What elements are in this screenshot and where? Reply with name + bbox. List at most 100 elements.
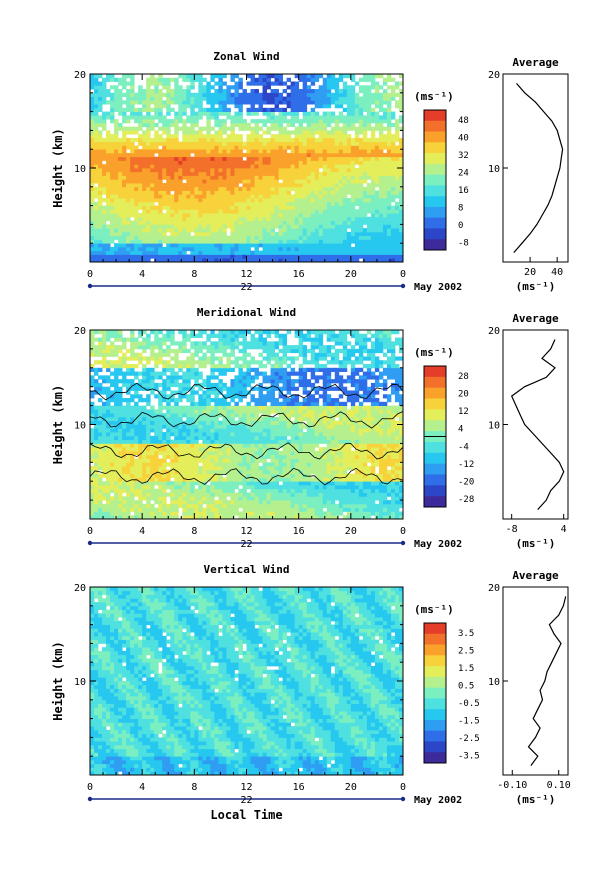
heatmap-cell (158, 107, 163, 112)
heatmap-cell (130, 239, 135, 244)
heatmap-cell (158, 416, 163, 422)
heatmap-cell (150, 447, 155, 452)
heatmap-cell (182, 379, 187, 384)
heatmap-cell (350, 231, 356, 237)
heatmap-cell (242, 243, 247, 248)
heatmap-cell (162, 149, 167, 154)
heatmap-cell (174, 507, 179, 512)
heatmap-cell (246, 216, 251, 222)
heatmap-cell (370, 190, 376, 195)
heatmap-cell (174, 454, 179, 459)
heatmap-cell (234, 122, 239, 128)
heatmap-cell (146, 258, 151, 263)
heatmap-cell (334, 213, 340, 218)
heatmap-cell (98, 156, 103, 161)
heatmap-cell (378, 107, 384, 112)
heatmap-cell (174, 190, 179, 195)
heatmap-cell (262, 130, 267, 135)
heatmap-cell (270, 81, 275, 86)
colorbar-tick-label: 40 (458, 133, 469, 143)
heatmap-cell (394, 235, 400, 240)
heatmap-cell (106, 367, 111, 372)
heatmap-cell (194, 439, 199, 444)
heatmap-cell (226, 235, 231, 240)
heatmap-cell (106, 183, 111, 188)
heatmap-cell (182, 160, 187, 165)
heatmap-cell (174, 473, 179, 478)
heatmap-cell (174, 356, 179, 361)
heatmap-cell (338, 186, 344, 191)
heatmap-cell (102, 190, 107, 195)
heatmap-cell (386, 209, 392, 214)
heatmap-cell (378, 258, 384, 263)
heatmap-cell (258, 137, 263, 143)
heatmap-cell (306, 171, 312, 176)
heatmap-cell (386, 190, 392, 195)
heatmap-cell (186, 104, 191, 109)
heatmap-cell (106, 401, 111, 406)
heatmap-cell (318, 205, 324, 210)
heatmap-cell (114, 420, 119, 425)
heatmap-cell (106, 134, 111, 139)
heatmap-cell (186, 454, 191, 459)
heatmap-cell (254, 209, 259, 214)
heatmap-cell (302, 194, 308, 199)
heatmap-cell (130, 405, 135, 410)
heatmap-cell (390, 205, 396, 210)
heatmap-cell (126, 443, 131, 448)
heatmap-cell (130, 250, 135, 255)
heatmap-cell (190, 194, 195, 199)
heatmap-cell (286, 152, 292, 158)
heatmap-cell (334, 85, 340, 90)
heatmap-cell (170, 330, 175, 335)
heatmap-cell (310, 100, 316, 105)
heatmap-cell (258, 205, 263, 210)
heatmap-cell (138, 190, 143, 195)
heatmap-cell (106, 364, 111, 369)
heatmap-cell (154, 107, 159, 112)
heatmap-cell (342, 141, 348, 146)
heatmap-cell (238, 224, 243, 229)
heatmap-cell (194, 134, 199, 139)
heatmap-cell (162, 175, 167, 180)
heatmap-cell (94, 477, 99, 482)
heatmap-cell (166, 409, 171, 414)
heatmap-cell (118, 348, 123, 354)
heatmap-cell (262, 164, 267, 169)
heatmap-cell (290, 85, 296, 90)
heatmap-cell (166, 220, 171, 225)
heatmap-cell (246, 198, 251, 203)
heatmap-cell (182, 224, 187, 229)
heatmap-cell (138, 330, 143, 335)
heatmap-cell (358, 231, 364, 237)
heatmap-cell (242, 179, 247, 184)
heatmap-cell (94, 216, 99, 222)
heatmap-cell (386, 198, 392, 203)
heatmap-cell (106, 409, 111, 414)
heatmap-cell (130, 209, 135, 214)
heatmap-cell (194, 345, 199, 350)
heatmap-cell (138, 371, 143, 376)
heatmap-cell (178, 168, 183, 173)
heatmap-cell (118, 137, 123, 143)
heatmap-cell (178, 231, 183, 237)
heatmap-cell (134, 450, 139, 456)
heatmap-cell (166, 333, 171, 338)
heatmap-cell (262, 122, 267, 128)
heatmap-cell (282, 224, 288, 229)
heatmap-cell (254, 171, 259, 176)
heatmap-cell (178, 149, 183, 154)
heatmap-cell (142, 469, 147, 475)
heatmap-cell (150, 141, 155, 146)
heatmap-cell (190, 258, 195, 263)
heatmap-cell (282, 168, 288, 173)
heatmap-cell (206, 246, 211, 252)
heatmap-cell (118, 394, 123, 399)
heatmap-cell (130, 488, 135, 493)
heatmap-cell (214, 462, 219, 467)
heatmap-cell (386, 156, 392, 161)
heatmap-cell (358, 186, 364, 191)
heatmap-cell (210, 201, 215, 206)
heatmap-cell (326, 213, 332, 218)
heatmap-cell (306, 243, 312, 248)
